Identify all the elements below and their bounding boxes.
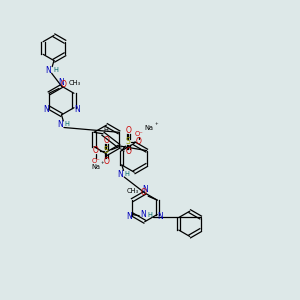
Text: S: S	[126, 137, 131, 146]
Text: N: N	[117, 169, 123, 178]
Text: ⁺: ⁺	[154, 123, 158, 129]
Text: S: S	[104, 146, 109, 155]
Text: N: N	[58, 78, 64, 87]
Text: N: N	[158, 212, 164, 221]
Text: Na: Na	[92, 164, 100, 169]
Text: O: O	[136, 137, 142, 146]
Text: H: H	[125, 171, 130, 177]
Text: N: N	[45, 66, 51, 75]
Text: N: N	[43, 105, 49, 114]
Text: O: O	[103, 136, 109, 145]
Text: H: H	[120, 147, 125, 153]
Text: O: O	[141, 188, 147, 197]
Text: H: H	[103, 127, 109, 133]
Text: O: O	[103, 157, 109, 166]
Text: N: N	[57, 120, 63, 129]
Text: O⁻: O⁻	[92, 158, 100, 164]
Text: H: H	[147, 212, 152, 218]
Text: O: O	[61, 80, 66, 89]
Text: N: N	[142, 184, 148, 194]
Text: H: H	[64, 122, 69, 128]
Text: N: N	[126, 212, 132, 221]
Text: O: O	[125, 147, 131, 156]
Text: O: O	[125, 126, 131, 135]
Text: CH₃: CH₃	[127, 188, 139, 194]
Text: ⁺: ⁺	[101, 162, 104, 168]
Text: CH₃: CH₃	[69, 80, 81, 86]
Text: Na: Na	[145, 125, 154, 131]
Text: H: H	[53, 67, 58, 73]
Text: O⁻: O⁻	[134, 131, 143, 137]
Text: N: N	[140, 210, 146, 219]
Text: N: N	[74, 105, 80, 114]
Text: O: O	[93, 146, 99, 155]
